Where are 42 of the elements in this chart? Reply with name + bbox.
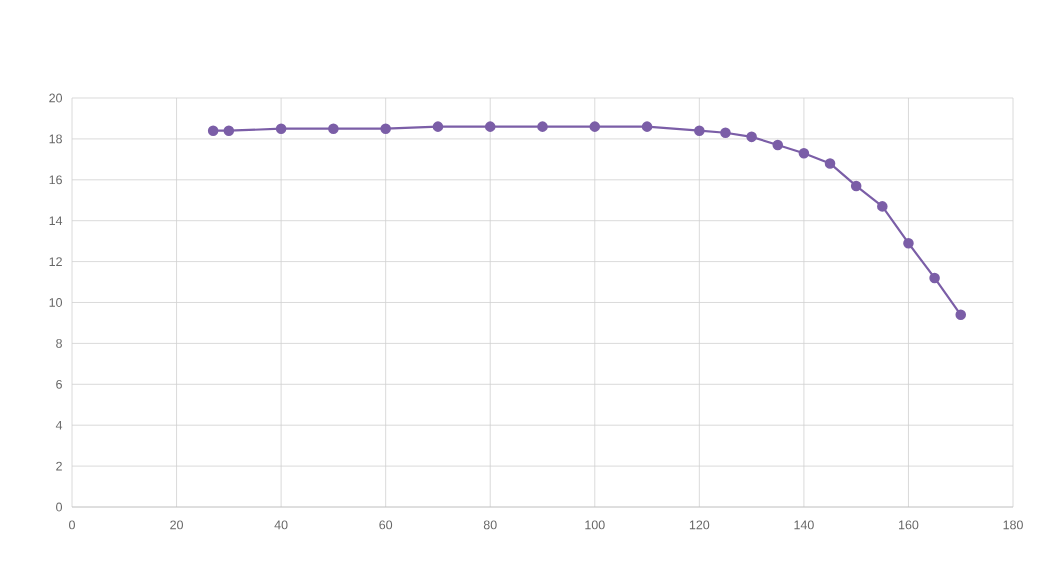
point <box>850 180 862 192</box>
y-tick-label: 12 <box>49 257 62 266</box>
point <box>641 121 653 132</box>
point <box>432 121 444 132</box>
point <box>824 158 836 169</box>
point <box>772 139 784 151</box>
x-tick-label: 120 <box>689 520 710 530</box>
x-tick-label: 80 <box>483 520 497 530</box>
y-tick-label: 10 <box>49 298 63 307</box>
point <box>694 125 705 136</box>
point <box>484 121 496 132</box>
point <box>720 127 731 139</box>
x-tick-label: 180 <box>1003 520 1023 530</box>
x-tick-label: 100 <box>585 520 605 530</box>
y-tick-label: 8 <box>56 339 62 348</box>
point <box>589 121 601 132</box>
x-tick-label: 60 <box>379 520 393 530</box>
x-tick-label: 0 <box>69 520 75 530</box>
y-tick-label: 2 <box>56 461 62 471</box>
point <box>537 121 548 132</box>
y-tick-label: 4 <box>55 420 63 430</box>
x-tick-label: 140 <box>794 520 814 530</box>
point <box>207 125 219 136</box>
point <box>955 309 967 321</box>
y-tick-label: 14 <box>49 216 63 225</box>
x-tick-label: 20 <box>170 520 183 530</box>
point <box>380 123 391 134</box>
point <box>877 201 888 212</box>
y-tick-label: 6 <box>56 379 62 389</box>
point <box>275 123 287 134</box>
x-tick-label: 160 <box>899 520 919 530</box>
point <box>328 123 339 134</box>
point <box>798 147 810 159</box>
point <box>746 131 757 143</box>
y-tick-label: 18 <box>49 134 62 144</box>
point <box>903 237 914 249</box>
y-tick-label: 20 <box>49 93 63 103</box>
y-tick-label: 16 <box>49 175 62 185</box>
point <box>223 125 235 136</box>
point <box>929 272 940 284</box>
y-tick-label: 0 <box>56 502 63 512</box>
x-tick-label: 40 <box>274 520 288 530</box>
